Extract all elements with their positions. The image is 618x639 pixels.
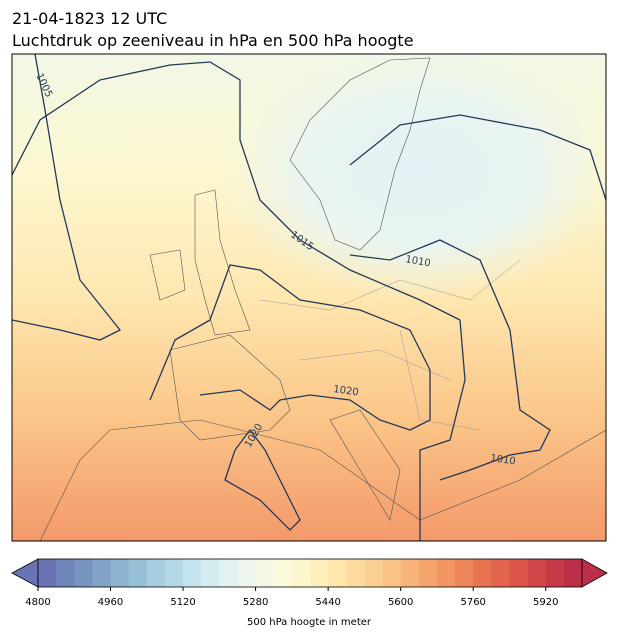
colorbar-segment [201, 559, 220, 587]
colorbar-segment [527, 559, 547, 587]
colorbar-segment [473, 559, 492, 587]
colorbar-segment [310, 559, 329, 587]
colorbar-segment [56, 559, 75, 587]
colorbar-segment [400, 559, 420, 587]
map-frame [11, 53, 607, 542]
map [12, 54, 606, 541]
colorbar-tick-label: 5600 [388, 597, 413, 608]
colorbar-tick-label: 5120 [170, 597, 195, 608]
colorbar-tick-label: 5760 [460, 597, 485, 608]
colorbar-segment [273, 559, 293, 587]
subtitle: Luchtdruk op zeeniveau in hPa en 500 hPa… [12, 31, 414, 50]
colorbar-segment [418, 559, 438, 587]
colorbar-segment [455, 559, 474, 587]
colorbar-tick-label: 5280 [243, 597, 268, 608]
colorbar-segment [382, 559, 402, 587]
colorbar-extend-low [11, 558, 39, 588]
colorbar-segment [346, 559, 365, 587]
colorbar-segment [183, 559, 202, 587]
colorbar-tick-label: 4800 [25, 597, 50, 608]
colorbar-segment [110, 559, 130, 587]
colorbar-segment [491, 559, 510, 587]
colorbar-segment [38, 559, 57, 587]
colorbar-segment [291, 559, 311, 587]
colorbar-segment [545, 559, 565, 587]
colorbar-segment [146, 559, 166, 587]
contour-label: 1010 [404, 254, 431, 269]
colorbar-segment [328, 559, 347, 587]
title: 21-04-1823 12 UTC [12, 9, 167, 28]
contour-label: 1010 [490, 453, 517, 467]
contour-label: 1020 [333, 384, 360, 398]
colorbar-segment [364, 559, 384, 587]
colorbar-label: 500 hPa hoogte in meter [247, 617, 372, 628]
colorbar-frame [37, 558, 583, 588]
colorbar-tick-label: 4960 [98, 597, 123, 608]
colorbar-segment [237, 559, 257, 587]
colorbar-segment [164, 559, 184, 587]
colorbar-segment [219, 559, 238, 587]
colorbar-segment [128, 559, 148, 587]
colorbar-extend-high [581, 558, 608, 588]
colorbar-tick-label: 5440 [315, 597, 340, 608]
colorbar-segment [436, 559, 456, 587]
colorbar-segment [509, 559, 529, 587]
colorbar: 4800 4960 5120 5280 5440 5600 5760 5920 [11, 558, 608, 608]
colorbar-segment [563, 559, 583, 587]
colorbar-segment [92, 559, 112, 587]
colorbar-segment [255, 559, 275, 587]
colorbar-segment [74, 559, 93, 587]
colorbar-tick-label: 5920 [533, 597, 558, 608]
